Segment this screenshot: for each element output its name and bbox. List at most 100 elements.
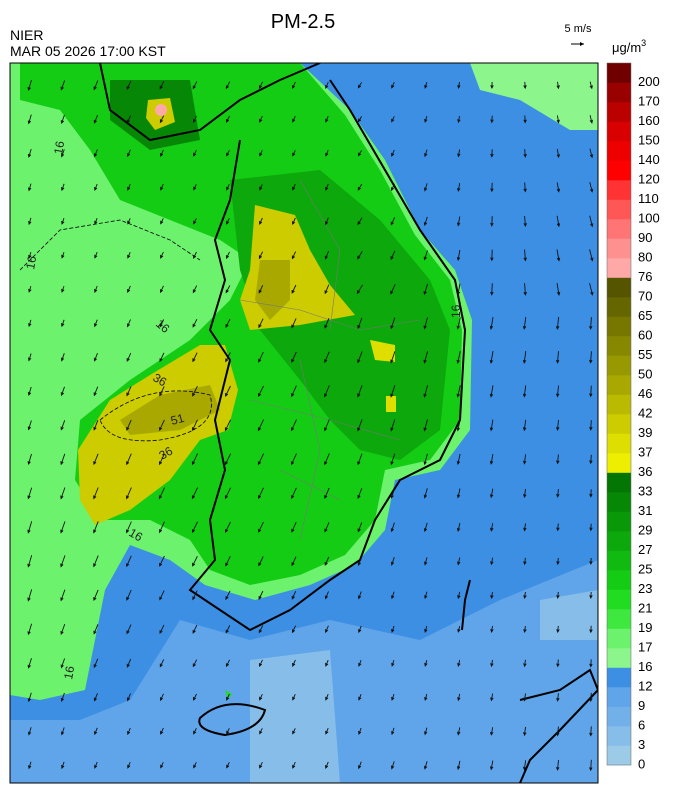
wind-arrow [126, 521, 132, 534]
wind-arrow [259, 693, 263, 701]
colorbar-label: 100 [638, 210, 660, 225]
colorbar-band [607, 472, 631, 493]
colorbar-label: 17 [638, 639, 652, 654]
colorbar-label: 6 [638, 717, 645, 732]
wind-arrow [192, 555, 198, 567]
wind-arrow [522, 385, 527, 398]
wind-arrow [191, 453, 199, 466]
colorbar-label: 31 [638, 503, 652, 518]
wind-arrow [291, 351, 297, 363]
wind-arrow [224, 453, 232, 466]
wind-arrow [523, 488, 527, 499]
wind-arrow [226, 184, 230, 191]
colorbar-band [607, 394, 631, 415]
wind-arrow [160, 251, 164, 259]
wind-arrow [27, 658, 32, 669]
colorbar-band [607, 667, 631, 688]
wind-arrow [193, 693, 197, 701]
wind-arrow [357, 556, 362, 566]
wind-arrow [225, 385, 231, 397]
sea-lighter [10, 500, 598, 783]
wind-arrow [60, 555, 66, 568]
colorbar-band [607, 199, 631, 220]
wind-arrow [259, 761, 263, 769]
wind-arrow [192, 285, 198, 294]
wind-arrow [589, 692, 593, 703]
wind-arrow [28, 761, 32, 770]
wind-arrow [291, 385, 297, 398]
wind-arrow [27, 114, 32, 125]
wind-arrow [28, 285, 32, 293]
wind-arrow [423, 250, 428, 261]
wind-arrow [226, 762, 230, 769]
wind-arrow [60, 487, 66, 500]
wind-arrow [589, 523, 593, 532]
wind-arrow [523, 115, 527, 124]
wind-arrow [391, 183, 395, 192]
wind-arrow [291, 453, 297, 466]
wind-arrow [457, 115, 461, 124]
wind-arrow [159, 521, 165, 534]
wind-arrow [126, 555, 132, 568]
colorbar-label: 50 [638, 366, 652, 381]
wind-arrow [61, 319, 65, 328]
wind-arrow [357, 82, 362, 89]
wind-arrow [490, 182, 494, 193]
wind-arrow [489, 760, 494, 771]
wind-arrow [556, 625, 560, 634]
wind-arrow [556, 557, 560, 566]
colorbar-band [607, 609, 631, 629]
wind-arrow [391, 659, 395, 667]
wind-arrow [523, 693, 527, 702]
colorbar-label: 60 [638, 327, 652, 342]
wind-arrow [523, 591, 527, 600]
wind-arrow [259, 728, 263, 735]
colorbar-band [607, 550, 631, 571]
wind-arrow [457, 81, 461, 90]
wind-arrow [160, 184, 164, 191]
colorbar-label: 19 [638, 620, 652, 635]
wind-arrow [589, 759, 593, 772]
wind-arrow [522, 760, 527, 771]
colorbar-label: 23 [638, 581, 652, 596]
wind-arrow [391, 149, 395, 157]
wind-arrow [523, 523, 527, 532]
agency: NIER [10, 27, 43, 43]
wind-arrow [93, 693, 98, 702]
wind-arrow [226, 115, 230, 123]
wind-arrow [423, 183, 428, 192]
colorbar-band [607, 63, 631, 83]
wind-arrow [457, 557, 461, 566]
wind-arrow [61, 761, 65, 770]
colorbar-band [607, 433, 631, 454]
wind-arrow [424, 659, 428, 667]
colorbar-label: 39 [638, 425, 652, 440]
wind-arrow [522, 317, 527, 330]
wind-arrow [93, 114, 99, 124]
wind-arrow [556, 454, 560, 465]
wind-arrow [27, 521, 33, 534]
wind-arrow [523, 625, 527, 634]
wind-arrow [358, 694, 362, 701]
wind-arrow [192, 385, 198, 397]
wind-arrow [60, 658, 66, 669]
colorbar-band [607, 687, 631, 707]
wind-arrow [357, 453, 363, 466]
wind-arrow [27, 453, 32, 465]
wind-arrow [589, 591, 593, 600]
wind-arrow [358, 625, 362, 634]
wind-arrow [259, 184, 263, 191]
wind-arrow [60, 114, 65, 125]
wind-arrow [556, 115, 560, 124]
wind-arrow [192, 318, 198, 328]
wind-arrow [192, 81, 198, 90]
wind-arrow [258, 521, 264, 533]
wind-arrow [489, 317, 494, 330]
wind-arrow [93, 353, 98, 362]
wind-arrow [324, 385, 330, 398]
colorbar-label: 65 [638, 308, 652, 323]
wind-arrow [292, 761, 296, 769]
wind-arrow [126, 80, 132, 91]
wind-arrow [391, 727, 395, 736]
